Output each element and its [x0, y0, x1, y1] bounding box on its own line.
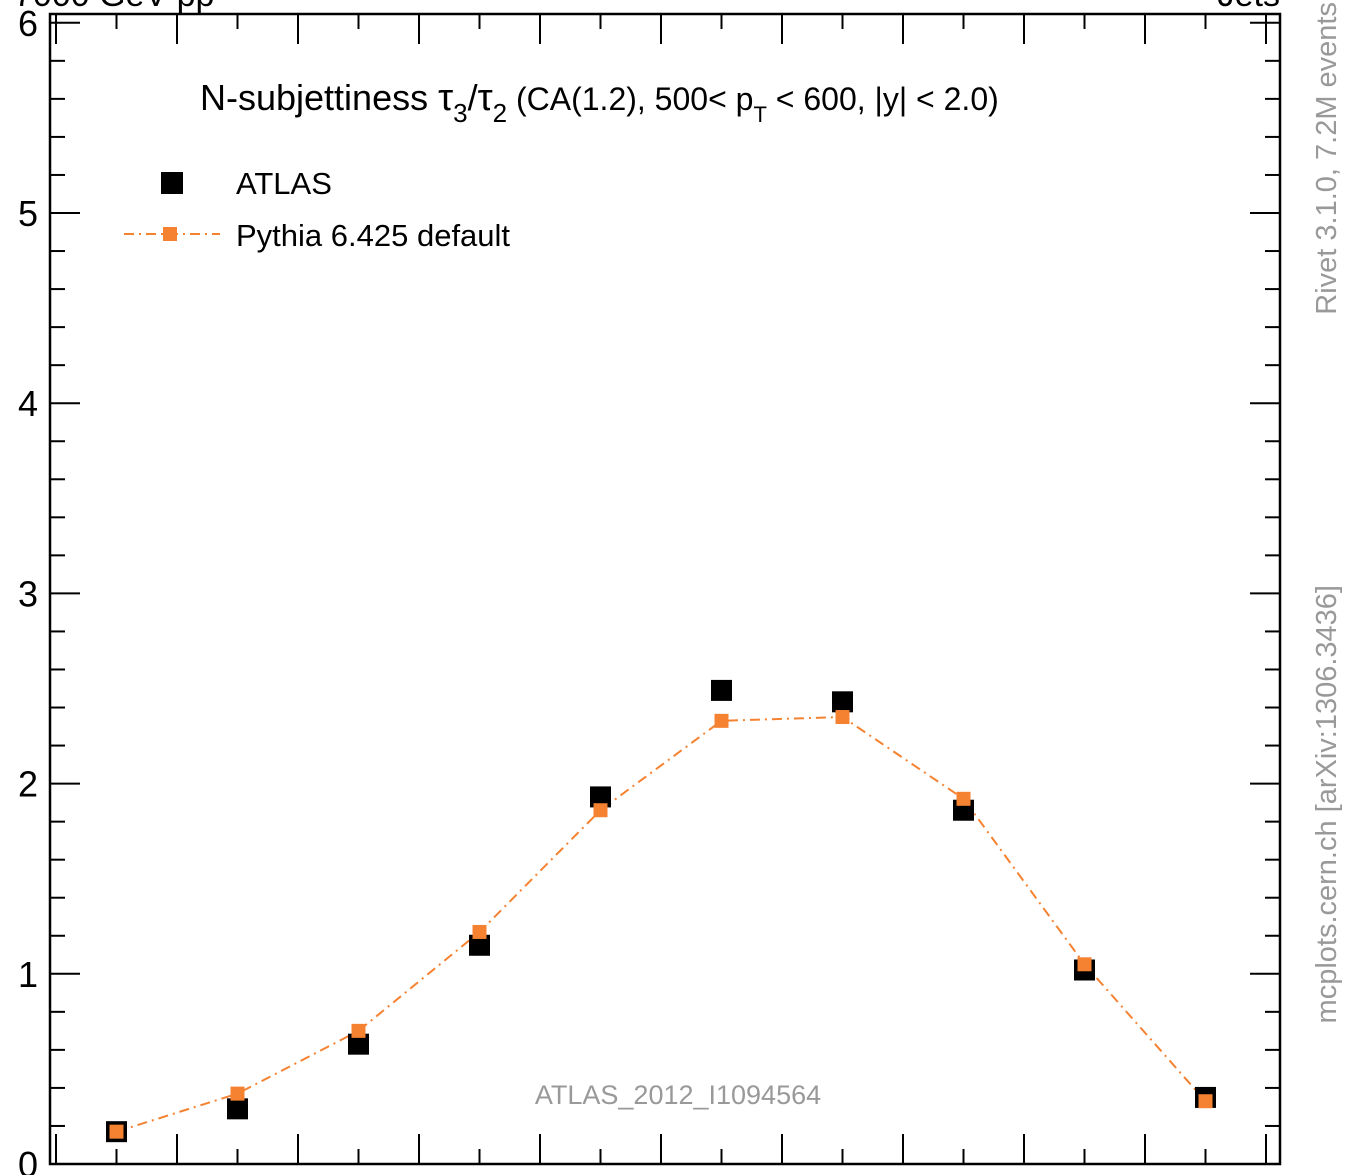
atlas-point [590, 786, 611, 808]
y-tick-label: 2 [18, 764, 38, 805]
header-left-text: 7000 GeV pp [14, 0, 214, 14]
y-tick-label: 1 [18, 954, 38, 995]
pythia-point [472, 924, 487, 939]
pythia-point [714, 713, 729, 728]
chart-title: N-subjettiness τ3/τ2 (CA(1.2), 500< pT <… [200, 77, 999, 128]
atlas-point [469, 934, 490, 956]
legend: ATLAS Pythia 6.425 default [124, 166, 510, 253]
legend-atlas-marker [161, 172, 183, 194]
pythia-point [1198, 1094, 1213, 1109]
y-tick-label: 6 [18, 3, 38, 44]
y-tick-label: 5 [18, 193, 38, 234]
y-tick-label: 4 [18, 383, 38, 424]
series-pythia [109, 710, 1213, 1139]
rivet-label: Rivet 3.1.0, 7.2M events [1311, 2, 1343, 315]
legend-pythia-label: Pythia 6.425 default [236, 218, 510, 253]
atlas-point [832, 691, 853, 713]
atlas-point [227, 1098, 248, 1120]
y-tick-labels: 0 1 2 3 4 5 6 [18, 3, 38, 1175]
pythia-line [116, 715, 1207, 1133]
legend-atlas-label: ATLAS [236, 166, 332, 201]
pythia-point [230, 1086, 245, 1101]
pythia-point [109, 1124, 124, 1139]
pythia-point [835, 710, 850, 725]
axis-ticks [50, 14, 1280, 1165]
mcplots-label: mcplots.cern.ch [arXiv:1306.3436] [1311, 585, 1343, 1023]
pythia-point [956, 791, 971, 806]
analysis-label: ATLAS_2012_I1094564 [535, 1080, 821, 1110]
plot-frame [48, 12, 1282, 1166]
pythia-point [593, 803, 608, 818]
atlas-point [711, 679, 732, 701]
atlas-point [348, 1033, 369, 1055]
pythia-point [351, 1023, 366, 1038]
header-right-text: Jets [1218, 0, 1280, 14]
pythia-point [1077, 957, 1092, 972]
series-pythia-line [116, 715, 1207, 1133]
y-tick-label: 3 [18, 573, 38, 614]
legend-pythia-marker [163, 227, 177, 241]
y-tick-label: 0 [18, 1144, 38, 1175]
series-atlas [106, 679, 1216, 1143]
